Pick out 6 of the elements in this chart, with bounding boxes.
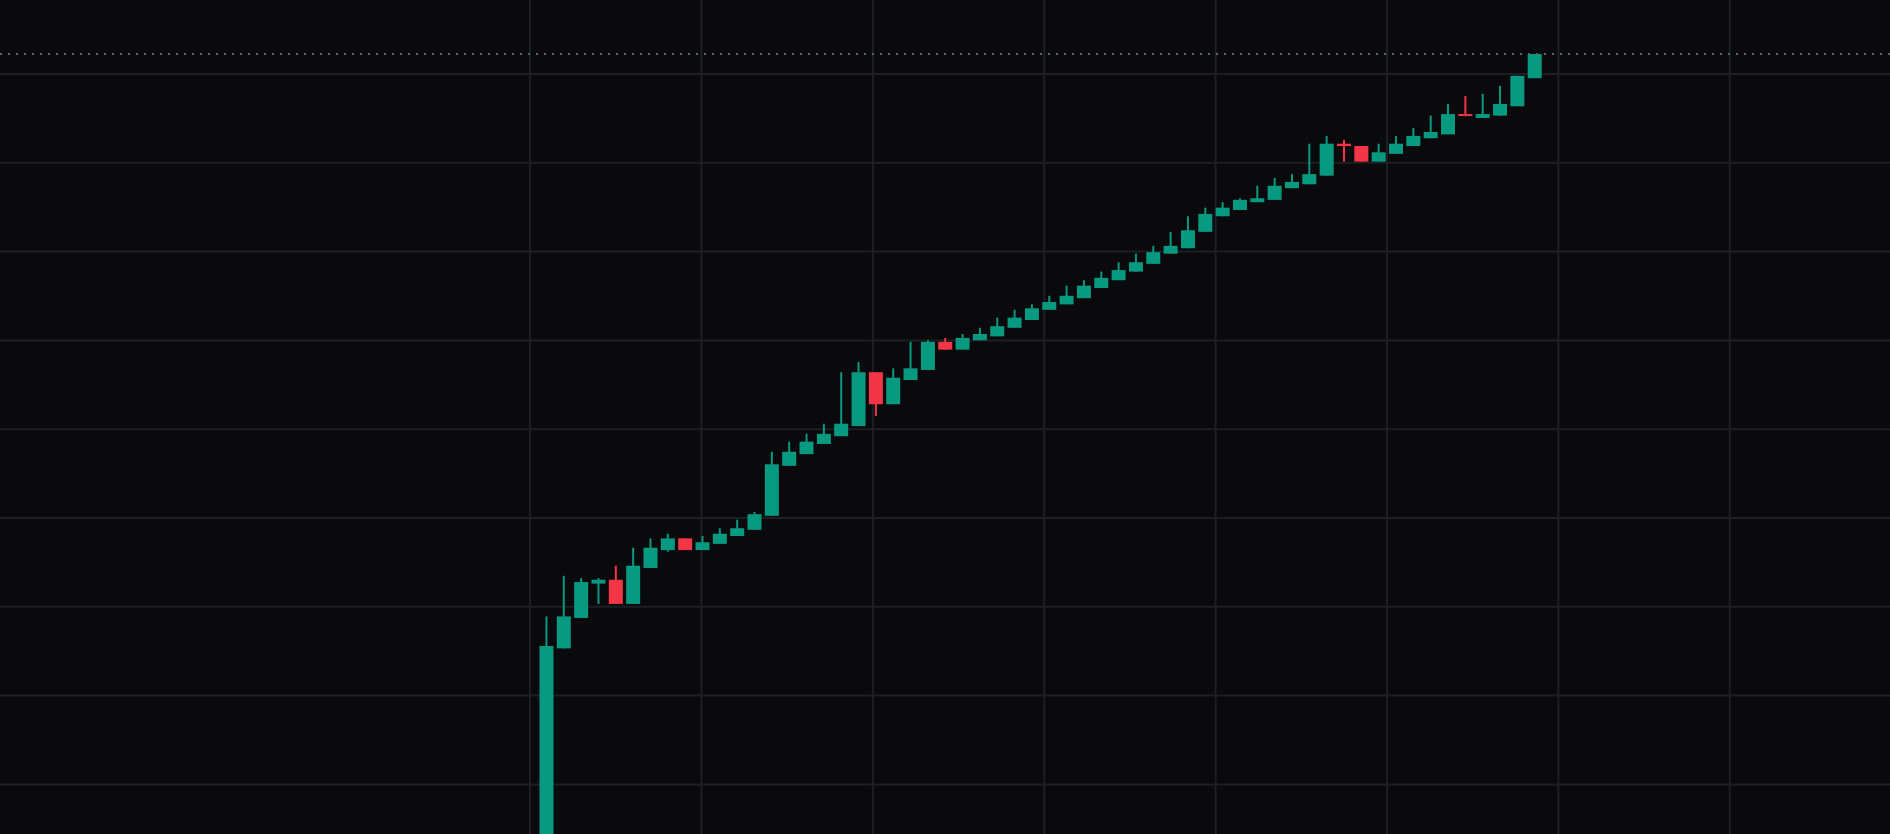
candlestick — [1458, 95, 1473, 117]
candlestick — [1319, 134, 1334, 177]
candlestick — [886, 367, 901, 406]
candlestick — [868, 371, 883, 417]
candlestick — [1527, 53, 1542, 80]
candlestick — [608, 564, 623, 605]
